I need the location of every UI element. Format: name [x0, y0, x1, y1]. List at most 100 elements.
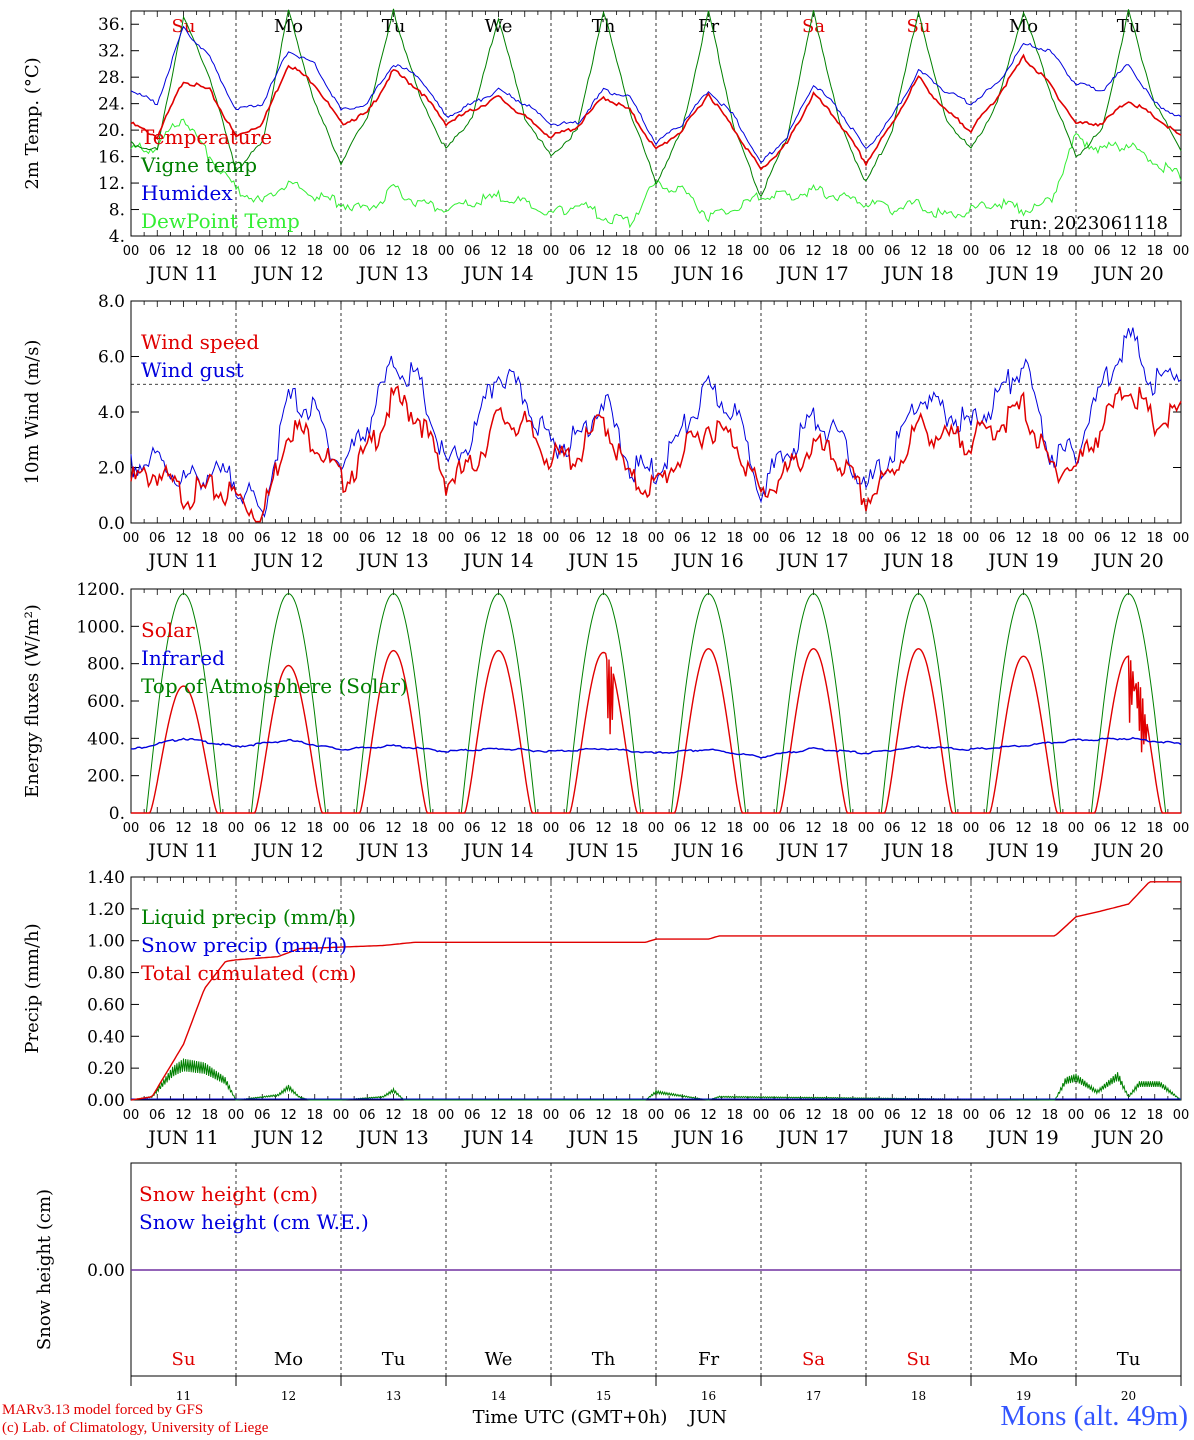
date-label: JUN 11 — [146, 550, 218, 572]
date-label: JUN 13 — [356, 550, 428, 572]
hour-tick-label: 18 — [621, 1108, 638, 1123]
day-number-label: 20 — [1121, 1389, 1136, 1403]
hour-tick-label: 06 — [779, 1108, 796, 1123]
series-line-humidex — [130, 25, 1182, 164]
y-tick-label: 200. — [87, 767, 125, 787]
hour-tick-label: 12 — [1015, 1108, 1032, 1123]
hour-tick-label: 12 — [175, 1108, 192, 1123]
hour-tick-label: 00 — [123, 531, 140, 546]
y-tick-label: 400. — [87, 729, 125, 749]
y-tick-label: 1.00 — [87, 932, 125, 952]
legend-entry: Solar — [141, 618, 195, 642]
y-tick-label: 1.20 — [87, 900, 125, 920]
hour-tick-label: 18 — [411, 244, 428, 259]
hour-tick-label: 06 — [674, 531, 691, 546]
weekday-label: Su — [907, 16, 931, 37]
hour-tick-label: 18 — [831, 531, 848, 546]
date-label: JUN 20 — [1091, 1127, 1163, 1149]
day-number-label: 16 — [701, 1389, 716, 1403]
hour-tick-label: 12 — [385, 244, 402, 259]
hour-tick-label: 18 — [1146, 244, 1163, 259]
date-label: JUN 17 — [776, 550, 848, 572]
hour-tick-label: 06 — [989, 531, 1006, 546]
date-label: JUN 14 — [461, 840, 533, 862]
hour-tick-label: 00 — [1173, 531, 1190, 546]
legend-entry: Total cumulated (cm) — [141, 961, 357, 985]
hour-tick-label: 18 — [516, 1108, 533, 1123]
date-label: JUN 20 — [1091, 263, 1163, 285]
y-tick-label: 20. — [98, 121, 125, 141]
hour-tick-label: 12 — [805, 244, 822, 259]
y-tick-label: 8. — [109, 201, 125, 221]
date-label: JUN 16 — [671, 840, 743, 862]
date-label: JUN 14 — [461, 263, 533, 285]
weekday-label: Su — [172, 1349, 196, 1370]
hour-tick-label: 12 — [1015, 821, 1032, 836]
hour-tick-label: 18 — [1041, 531, 1058, 546]
date-label: JUN 19 — [986, 840, 1058, 862]
y-axis-label: Energy fluxes (W/m²) — [22, 604, 43, 798]
y-tick-label: 0.0 — [98, 514, 125, 534]
x-axis-month: JUN — [687, 1407, 727, 1428]
hour-tick-label: 00 — [438, 821, 455, 836]
weekday-label: Sa — [802, 16, 825, 37]
weekday-label: Sa — [802, 1349, 825, 1370]
date-label: JUN 14 — [461, 550, 533, 572]
hour-tick-label: 12 — [385, 531, 402, 546]
credit-line-2: (c) Lab. of Climatology, University of L… — [2, 1420, 269, 1436]
day-number-label: 15 — [596, 1389, 611, 1403]
y-tick-label: 0.80 — [87, 964, 125, 984]
hour-tick-label: 00 — [648, 531, 665, 546]
date-label: JUN 17 — [776, 840, 848, 862]
panel-3 — [130, 588, 1182, 814]
hour-tick-label: 12 — [280, 531, 297, 546]
hour-tick-label: 12 — [490, 244, 507, 259]
series-line-wind-gust — [130, 327, 1182, 518]
weekday-label: Th — [592, 16, 616, 37]
weekday-label: Fr — [698, 16, 719, 37]
hour-tick-label: 00 — [753, 531, 770, 546]
legend-entry: Humidex — [141, 181, 233, 205]
date-label: JUN 15 — [566, 263, 638, 285]
panel-frame — [130, 588, 1182, 814]
hour-tick-label: 00 — [858, 1108, 875, 1123]
hour-tick-label: 06 — [149, 531, 166, 546]
hour-tick-label: 12 — [280, 821, 297, 836]
hour-tick-label: 12 — [1120, 244, 1137, 259]
date-label: JUN 19 — [986, 1127, 1058, 1149]
hour-tick-label: 00 — [438, 531, 455, 546]
date-label: JUN 12 — [251, 263, 323, 285]
date-label: JUN 11 — [146, 1127, 218, 1149]
hour-tick-label: 06 — [989, 821, 1006, 836]
hour-tick-label: 00 — [228, 1108, 245, 1123]
hour-tick-label: 06 — [464, 244, 481, 259]
hour-tick-label: 06 — [149, 821, 166, 836]
hour-tick-label: 12 — [1015, 244, 1032, 259]
date-label: JUN 11 — [146, 263, 218, 285]
hour-tick-label: 00 — [648, 1108, 665, 1123]
hour-tick-label: 18 — [201, 1108, 218, 1123]
hour-tick-label: 00 — [753, 244, 770, 259]
hour-tick-label: 06 — [1094, 1108, 1111, 1123]
hour-tick-label: 12 — [700, 1108, 717, 1123]
hour-tick-label: 12 — [385, 821, 402, 836]
run-label: run: 2023061118 — [1010, 213, 1168, 234]
hour-tick-label: 18 — [831, 244, 848, 259]
date-label: JUN 19 — [986, 263, 1058, 285]
hour-tick-label: 18 — [1041, 1108, 1058, 1123]
hour-tick-label: 00 — [438, 244, 455, 259]
hour-tick-label: 12 — [595, 531, 612, 546]
legend-entry: Temperature — [141, 125, 272, 149]
hour-tick-label: 12 — [700, 531, 717, 546]
y-tick-label: 6.0 — [98, 348, 125, 368]
y-tick-label: 0.60 — [87, 995, 125, 1015]
date-label: JUN 20 — [1091, 840, 1163, 862]
hour-tick-label: 00 — [963, 531, 980, 546]
day-number-label: 11 — [176, 1389, 191, 1403]
hour-tick-label: 18 — [726, 821, 743, 836]
x-axis-label: Time UTC (GMT+0h) — [473, 1407, 668, 1428]
hour-tick-label: 06 — [569, 244, 586, 259]
hour-tick-label: 06 — [149, 244, 166, 259]
hour-tick-label: 12 — [490, 1108, 507, 1123]
weekday-label: Tu — [1117, 16, 1141, 37]
